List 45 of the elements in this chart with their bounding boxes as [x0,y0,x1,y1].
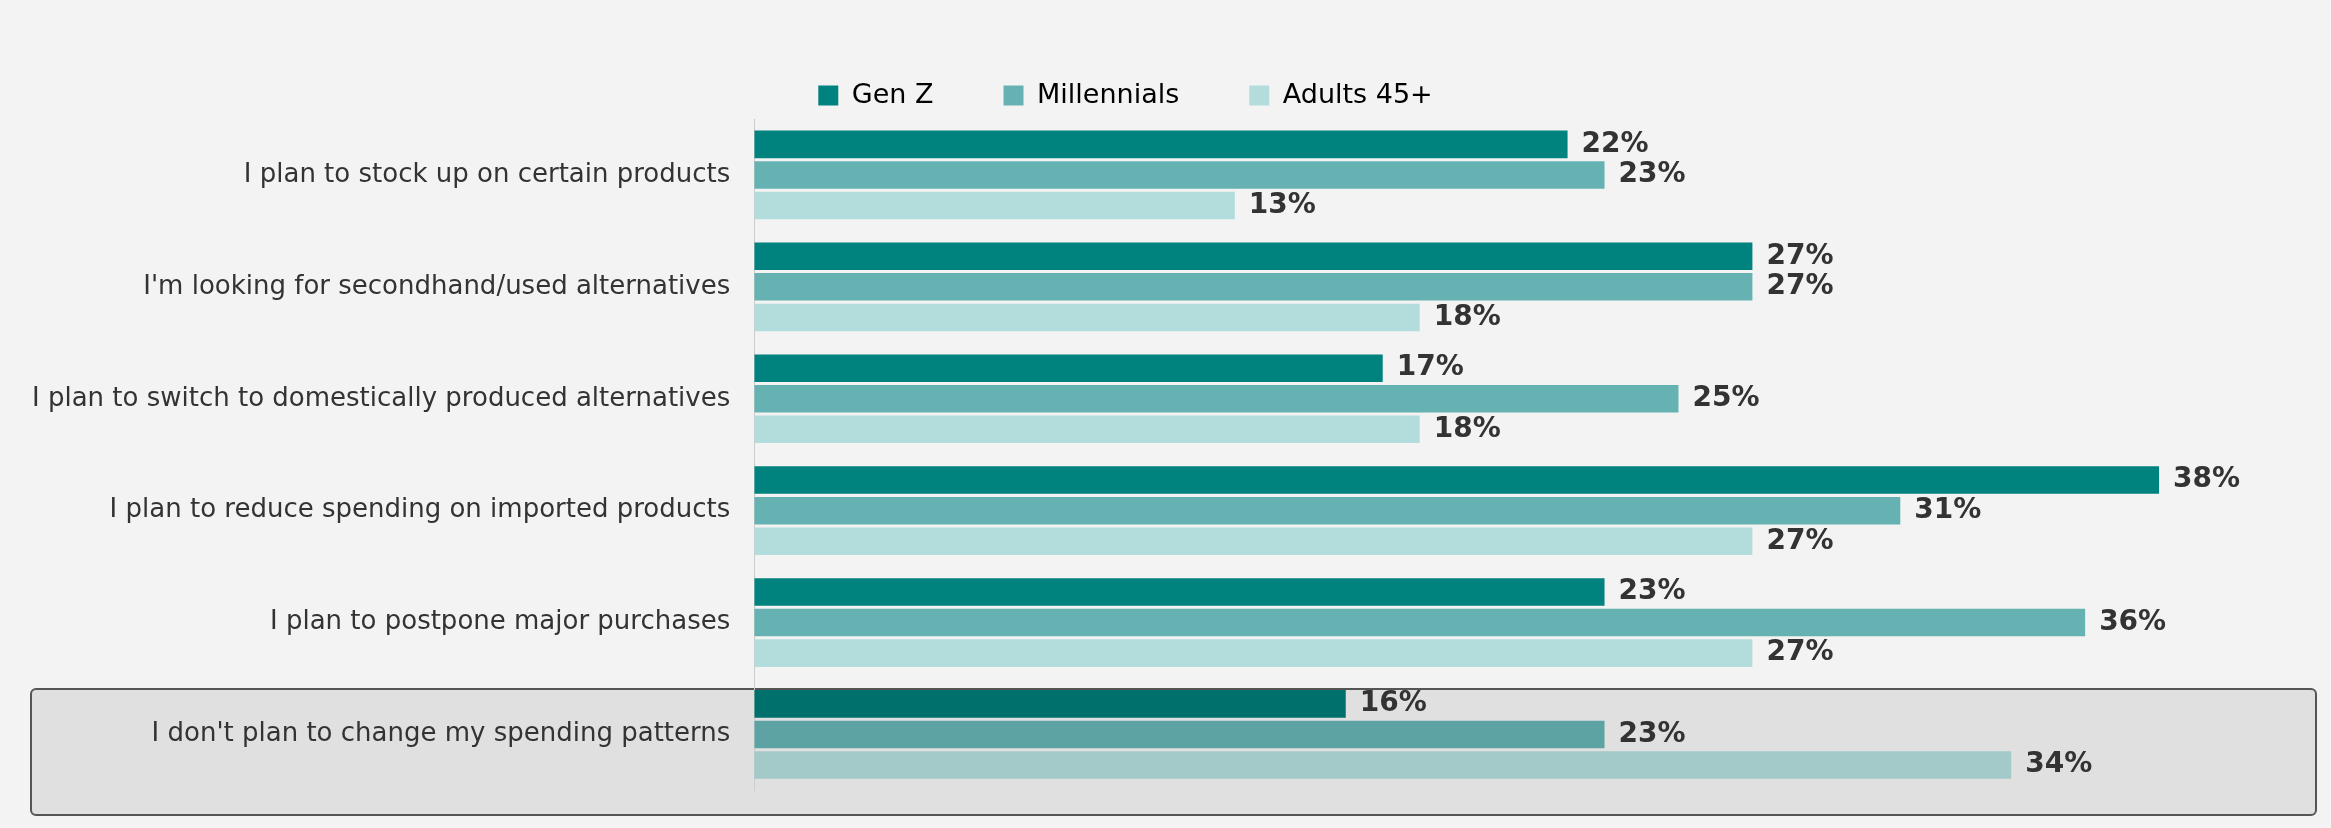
data-label: 25% [1692,380,1760,414]
y-tick-label: I plan to switch to domestically produced alternatives [31,381,731,412]
bar [754,578,1605,606]
bar [754,639,1753,667]
bar [754,161,1605,189]
data-label: 27% [1766,237,1834,271]
bar [754,415,1420,444]
bar [754,690,1346,718]
data-label: 17% [1396,349,1464,383]
bar [754,303,1420,332]
bar [754,527,1753,555]
data-label: 22% [1581,125,1649,159]
y-tick-label: I plan to postpone major purchases [270,605,731,636]
data-label: 38% [2173,461,2241,495]
data-label: 23% [1618,715,1686,749]
bar [754,751,2012,779]
bar [754,608,2086,637]
legend-label: Gen Z [851,77,934,109]
bar [754,273,1753,301]
data-label: 27% [1766,634,1834,668]
y-tick-label: I plan to stock up on certain products [243,157,731,188]
legend-label: Millennials [1037,77,1180,109]
data-label: 36% [2099,603,2167,637]
bar [754,242,1753,271]
data-label: 16% [1359,685,1427,719]
bar [754,384,1679,413]
data-label: 34% [2025,746,2093,780]
data-label: 18% [1433,410,1501,444]
data-label: 27% [1766,522,1834,556]
data-label: 27% [1766,268,1834,302]
y-tick-label: I'm looking for secondhand/used alternatives [143,269,731,300]
y-tick-label: I plan to reduce spending on imported products [109,493,731,524]
y-tick-label: I don't plan to change my spending patterns [151,717,731,748]
bar [754,466,2160,494]
bar [754,496,1901,525]
data-label: 23% [1618,156,1686,190]
bar [754,130,1568,159]
bar [754,191,1235,220]
data-label: 31% [1914,491,1982,525]
bar [754,720,1605,749]
data-label: 13% [1248,186,1316,220]
bar [754,354,1383,382]
legend-label: Adults 45+ [1282,77,1433,109]
data-label: 23% [1618,573,1686,607]
data-label: 18% [1433,298,1501,332]
